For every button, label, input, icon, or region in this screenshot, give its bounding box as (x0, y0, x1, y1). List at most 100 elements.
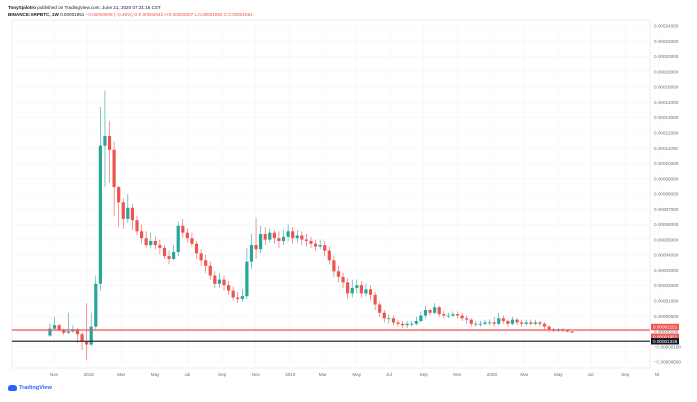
candle-body (144, 238, 148, 246)
x-tick-label: Nl (655, 372, 659, 377)
y-tick-label: 0.00003000 (654, 268, 679, 273)
candle-body (465, 318, 469, 320)
candle-body (217, 279, 222, 284)
tradingview-brand: TradingView (19, 385, 52, 391)
price-label-bg (651, 323, 679, 331)
candle-body (172, 252, 176, 259)
y-tick-label: 0.00014000 (654, 100, 679, 105)
x-tick-label: Nov (453, 372, 462, 377)
candle-body (433, 307, 437, 313)
x-tick-label: Jul (184, 372, 190, 377)
y-tick-label: 0.00013000 (654, 115, 679, 120)
candle-body (355, 285, 359, 288)
candle-body (405, 323, 409, 326)
candle-body (313, 243, 318, 247)
x-tick-label: Jul (588, 372, 594, 377)
candle-body (446, 315, 450, 317)
candle-body (318, 245, 322, 247)
candle-body (529, 322, 533, 324)
candle-body (304, 239, 309, 241)
candle-body (336, 271, 341, 277)
candle-body (149, 240, 153, 246)
y-tick-label: 0.00010000 (654, 161, 679, 166)
candle-body (492, 322, 496, 324)
candle-body (332, 260, 336, 272)
ohlc-values: O:0.00002043 H:0.00002057 L:0.00001982 C… (133, 12, 253, 17)
candle-body (442, 314, 446, 316)
candle-body (570, 331, 574, 333)
last-price: 0.00001951 (60, 12, 85, 17)
candle-body (135, 220, 139, 232)
candle-body (542, 323, 547, 327)
candle-body (368, 289, 373, 295)
candle-body (378, 304, 382, 313)
candle-body (327, 250, 331, 261)
y-tick-label: 0.00004000 (654, 253, 679, 258)
candle-body (107, 136, 112, 150)
candle-body (268, 232, 272, 240)
y-tick-label: 0.00018000 (654, 69, 679, 74)
candle-body (487, 322, 492, 324)
candle-body (309, 240, 313, 244)
candle-body (204, 260, 208, 266)
author-name[interactable]: TonySpilotro (8, 5, 36, 10)
candle-body (80, 334, 84, 342)
candle-body (382, 312, 386, 319)
y-tick-label: 0.00000500 (654, 314, 679, 319)
y-tick-label: 0.00007000 (654, 207, 679, 212)
candle-body (139, 231, 144, 239)
y-tick-label: −0.00000500 (654, 360, 681, 365)
candle-body (222, 279, 226, 286)
candle-body (387, 318, 391, 320)
candle-body (277, 238, 281, 241)
candle-body (474, 323, 478, 325)
y-tick-label: 0.00016000 (654, 85, 679, 90)
candle-body (515, 319, 519, 323)
candle-body (89, 326, 93, 345)
candle-body (291, 231, 295, 239)
x-tick-label: Sep (420, 372, 429, 377)
candle-body (346, 282, 350, 294)
candle-body (520, 322, 524, 324)
candle-body (57, 325, 61, 331)
y-tick-label: 0.00000100 (654, 329, 679, 334)
candle-body (249, 245, 254, 262)
candle-body (66, 331, 70, 333)
candle-body (547, 326, 551, 330)
y-tick-label: 0.00012000 (654, 131, 679, 136)
candle-body (52, 325, 57, 329)
candle-body (460, 315, 464, 319)
x-tick-label: Nov (50, 372, 59, 377)
symbol-label: BINANCE:XRPBTC, 1W (8, 12, 59, 17)
price-change: −0.00000009 (−0.45%) (85, 12, 133, 17)
x-tick-label: May (554, 372, 563, 377)
candle-body (240, 296, 244, 299)
y-tick-label: 0.00009000 (654, 176, 679, 181)
candle-body (497, 318, 501, 324)
x-tick-label: Mar (319, 372, 327, 377)
candle-body (194, 243, 199, 254)
tradingview-logo[interactable]: TradingView (8, 385, 52, 391)
candle-body (341, 276, 345, 283)
candle-body (272, 232, 276, 239)
candle-body (396, 322, 400, 324)
candle-body (162, 247, 167, 257)
candle-body (281, 236, 286, 241)
candle-body (423, 310, 428, 316)
candle-body (506, 321, 510, 324)
candle-body (130, 207, 135, 221)
y-tick-label: 0.00008000 (654, 192, 679, 197)
x-tick-label: 2019 (285, 372, 296, 377)
y-tick-label: 0.00022000 (654, 39, 679, 44)
candle-body (414, 321, 418, 324)
candle-body (181, 225, 185, 233)
candle-body (112, 149, 116, 188)
y-tick-label: 0.00011000 (654, 146, 678, 151)
price-label: 0.00002151 (653, 325, 678, 330)
candle-body (176, 225, 180, 252)
candle-body (510, 319, 515, 324)
candle-body (226, 285, 231, 291)
candle-body (478, 323, 483, 325)
x-tick-label: May (352, 372, 361, 377)
